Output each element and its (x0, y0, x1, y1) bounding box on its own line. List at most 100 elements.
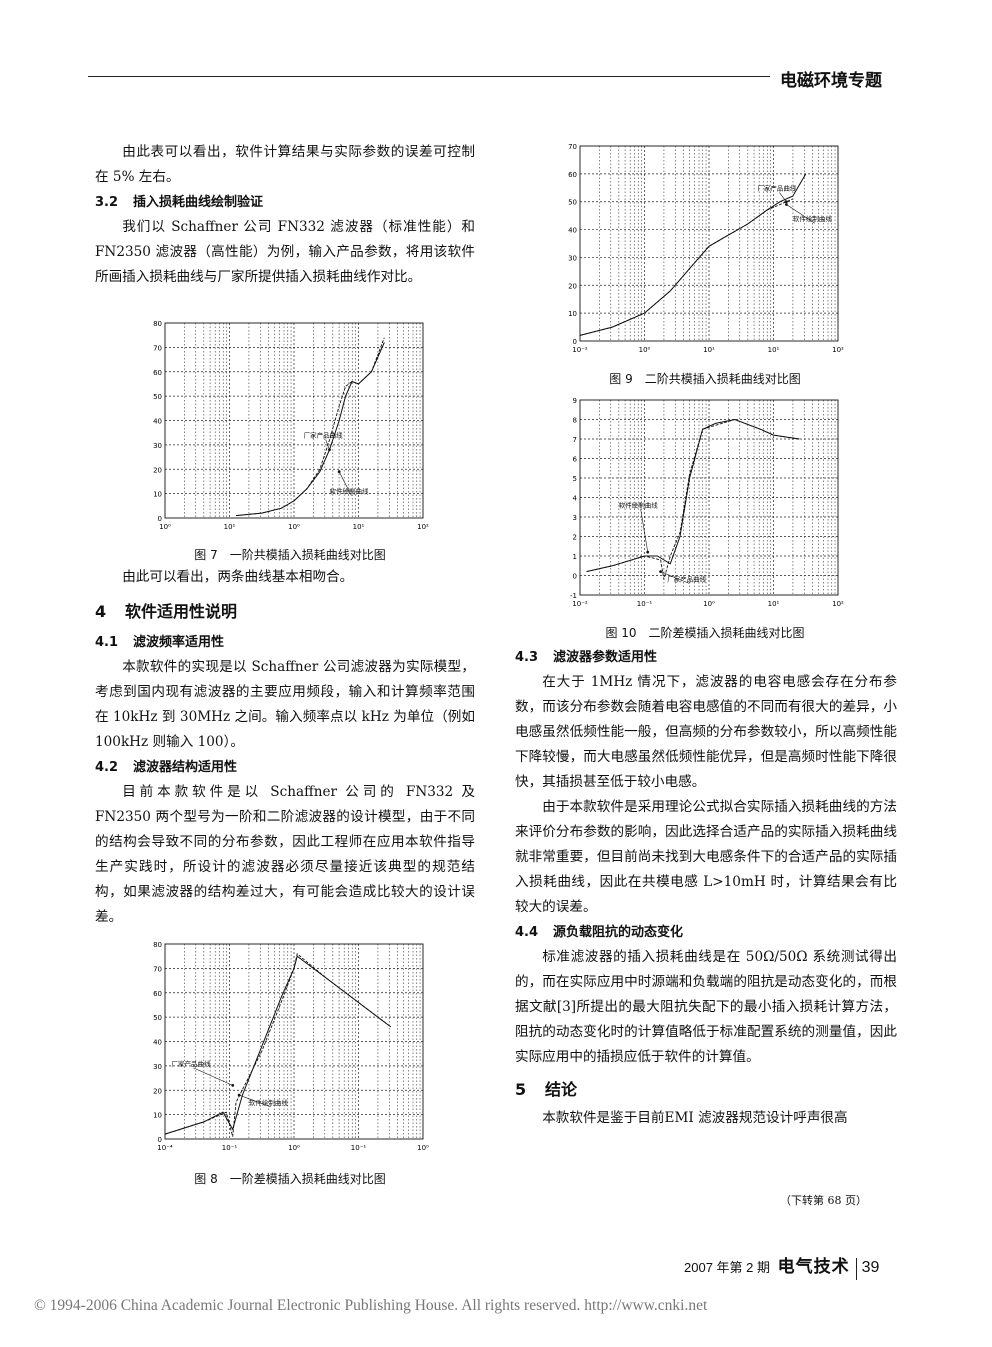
y-tick-label: 50 (153, 393, 162, 401)
x-tick-label: 10¹ (353, 523, 365, 531)
annotation-arrow-head (646, 550, 650, 554)
paragraph: 在大于 1MHz 情况下，滤波器的电容电感会存在分布参数，而该分布参数会随着电容… (515, 674, 897, 790)
y-tick-label: 70 (153, 965, 162, 973)
y-tick-label: 10 (153, 491, 162, 499)
annotation-arrow (779, 192, 787, 202)
y-tick-label: 80 (153, 941, 162, 949)
y-tick-label: 20 (568, 282, 577, 290)
y-tick-label: 50 (153, 1014, 162, 1022)
annotation-arrow (660, 571, 690, 584)
series-line (235, 337, 385, 517)
x-tick-label: 10⁰ (639, 346, 651, 354)
y-tick-label: 10 (568, 310, 577, 318)
annotation-arrow (325, 439, 330, 450)
x-tick-label: 10⁰ (288, 1144, 300, 1152)
series-line (579, 173, 807, 336)
y-tick-label: 9 (573, 397, 577, 405)
annotation-label: 厂家产品曲线 (304, 431, 344, 440)
x-tick-label: 10⁰ (703, 600, 715, 608)
annotation-label: 软件绘制曲线 (793, 214, 833, 223)
copyright-line: © 1994-2006 China Academic Journal Elect… (34, 1297, 708, 1314)
section-header: 电磁环境专题 (780, 71, 882, 91)
annotation-arrow-head (785, 203, 788, 206)
y-tick-label: 60 (153, 990, 162, 998)
series-line (164, 952, 392, 1137)
section-3-2-heading: 3.2 插入损耗曲线绘制验证 (95, 195, 264, 210)
figure-8-caption: 图 8 一阶差模插入损耗曲线对比图 (194, 1172, 386, 1186)
section-4-4-heading: 4.4 源负载阻抗的动态变化 (515, 925, 684, 940)
series-line (579, 198, 793, 336)
paragraph: 由于本款软件是采用理论公式拟合实际插入损耗曲线的方法来评价分布参数的影响，因此选… (515, 799, 897, 915)
plot-frame (579, 145, 839, 342)
x-tick-label: 10⁻¹ (351, 1144, 367, 1152)
journal-logo: 电气技术 (777, 1257, 850, 1277)
x-tick-label: 10⁻¹ (222, 1144, 238, 1152)
y-tick-label: 30 (568, 254, 577, 262)
x-tick-label: 10¹ (224, 523, 236, 531)
y-tick-label: 40 (568, 227, 577, 235)
annotation-arrow-head (237, 1093, 241, 1097)
figure-10-caption: 图 10 二阶差模插入损耗曲线对比图 (605, 626, 805, 640)
annotation-arrow (338, 471, 352, 496)
figure-8-chart: 0 10 20 30 40 50 60 70 80 10⁻⁴ 10⁻¹ 10⁰ 10⁻¹ 10⁰ 厂家产品曲… (153, 941, 429, 1152)
y-tick-label: 8 (573, 417, 577, 425)
annotation-arrow-head (659, 570, 663, 573)
header-rule (88, 76, 770, 77)
y-tick-label: 10 (153, 1112, 162, 1120)
y-tick-label: 30 (153, 442, 162, 450)
x-tick-label: 10² (832, 346, 844, 354)
figure-10-chart: -1 0 1 2 3 4 5 6 7 8 9 10⁻² 10⁻¹ 10⁰ 10¹ 10² 软件绘制曲线厂家产品曲… (570, 397, 844, 608)
series-line (164, 955, 392, 1135)
plot-frame (164, 322, 424, 519)
x-tick-label: 10¹ (768, 346, 780, 354)
figure-9-caption: 图 9 二阶共模插入损耗曲线对比图 (609, 372, 801, 386)
footer-divider (855, 1257, 857, 1280)
y-tick-label: 5 (573, 475, 577, 483)
annotation-arrow-head (785, 200, 788, 204)
section-5-heading: 5 结论 (515, 1080, 578, 1099)
annotation-arrow (193, 1067, 233, 1086)
y-tick-label: -1 (570, 592, 577, 600)
x-tick-label: 10² (832, 600, 844, 608)
series-line (586, 419, 800, 580)
y-tick-label: 60 (568, 171, 577, 179)
issue-label: 2007 年第 2 期 (684, 1260, 770, 1275)
annotation-arrow (640, 509, 649, 553)
y-tick-label: 1 (573, 553, 577, 561)
figure-7-caption: 图 7 一阶共模插入损耗曲线对比图 (194, 548, 386, 562)
section-4-2-heading: 4.2 滤波器结构适用性 (95, 760, 238, 775)
annotation-arrow-head (328, 448, 331, 452)
x-tick-label: 10¹ (768, 600, 780, 608)
y-tick-label: 6 (573, 456, 578, 464)
annotation-label: 厂家产品曲线 (757, 184, 797, 193)
y-tick-label: 50 (568, 199, 577, 207)
paragraph: 我们以 Schaffner 公司 FN332 滤波器（标准性能）和 FN2350… (95, 219, 475, 285)
paragraph: 目前本款软件是以 Schaffner 公司的 FN332 及 FN2350 两个… (95, 784, 475, 925)
left-column-top: 由此表可以看出，软件计算结果与实际参数的误差可控制在 5% 左右。 3.2 插入损… (95, 140, 475, 290)
paragraph: 由此表可以看出，软件计算结果与实际参数的误差可控制在 5% 左右。 (95, 144, 475, 185)
paragraph: 标准滤波器的插入损耗曲线是在 50Ω/50Ω 系统测试得出的，而在实际应用中时源… (515, 949, 897, 1065)
page-footer: 2007 年第 2 期 电气技术 39 (684, 1252, 879, 1280)
section-4-3-heading: 4.3 滤波器参数适用性 (515, 650, 658, 665)
x-tick-label: 10⁰ (159, 523, 171, 531)
y-tick-label: 2 (573, 534, 577, 542)
annotation-label: 软件绘制曲线 (249, 1098, 289, 1107)
annotation-label: 软件绘制曲线 (619, 500, 659, 509)
y-tick-label: 7 (573, 436, 577, 444)
left-column-middle: 由此可以看出，两条曲线基本相吻合。 4 软件适用性说明 4.1 滤波频率适用性 本款… (95, 565, 475, 930)
right-column-text: 4.3 滤波器参数适用性 在大于 1MHz 情况下，滤波器的电容电感会存在分布参数… (515, 645, 897, 1131)
annotation-arrow-head (231, 1083, 235, 1087)
y-tick-label: 0 (573, 573, 577, 581)
annotation-label: 软件绘制曲线 (329, 487, 369, 496)
y-tick-label: 20 (153, 1087, 162, 1095)
continued-note: （下转第 68 页） (780, 1194, 867, 1207)
annotation-arrow-head (337, 470, 341, 474)
y-tick-label: 60 (153, 369, 162, 377)
y-tick-label: 4 (573, 495, 578, 503)
y-tick-label: 70 (568, 143, 577, 151)
x-tick-label: 10⁻² (572, 600, 588, 608)
y-tick-label: 0 (158, 1136, 162, 1144)
section-4-1-heading: 4.1 滤波频率适用性 (95, 635, 225, 650)
annotation-label: 厂家产品曲线 (171, 1059, 211, 1068)
y-tick-label: 20 (153, 466, 162, 474)
